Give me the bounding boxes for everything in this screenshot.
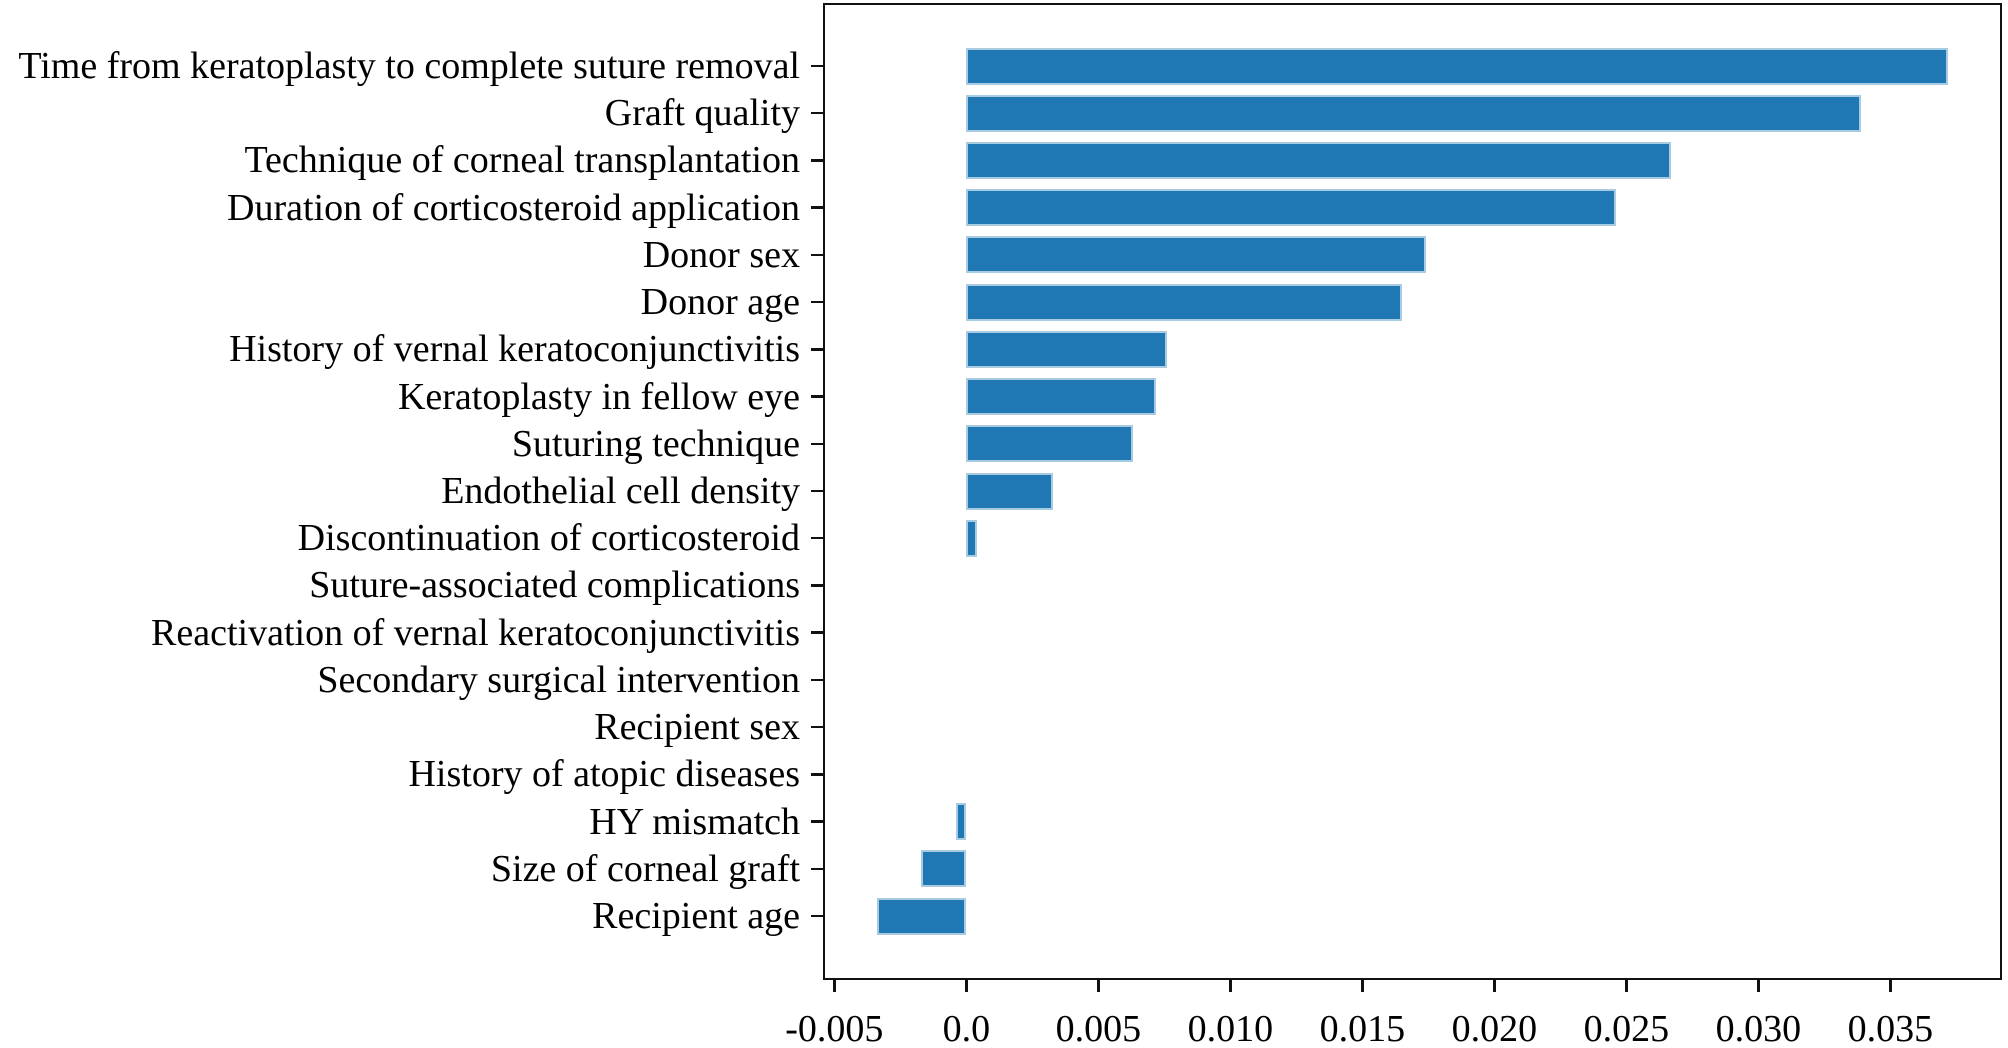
bar: [966, 378, 1157, 416]
y-axis-label: Discontinuation of corticosteroid: [297, 517, 800, 560]
bar: [966, 189, 1616, 227]
x-tick-mark: [1493, 980, 1496, 992]
y-axis-label: Keratoplasty in fellow eye: [397, 375, 800, 418]
bar: [966, 425, 1133, 463]
y-axis-label: Technique of corneal transplantation: [244, 139, 800, 182]
y-axis-label: Endothelial cell density: [441, 470, 800, 512]
y-axis-label: Donor age: [640, 281, 800, 324]
bar: [966, 141, 1672, 179]
y-axis-label: Size of corneal graft: [490, 847, 800, 890]
bar: [966, 330, 1167, 368]
y-axis-label: HY mismatch: [589, 800, 800, 843]
x-tick-mark: [1361, 980, 1364, 992]
x-tick-mark: [1625, 980, 1628, 992]
bar: [921, 850, 967, 888]
y-tick-mark: [811, 914, 823, 918]
y-tick-mark: [811, 773, 823, 776]
x-axis-tick-label: 0.035: [1847, 1008, 1934, 1048]
y-axis-label: Time from keratoplasty to complete sutur…: [18, 45, 800, 87]
y-axis-label: Recipient sex: [594, 706, 800, 749]
x-axis-tick-label: 0.010: [1187, 1008, 1274, 1048]
x-axis-tick-label: 0.0: [942, 1008, 991, 1048]
y-tick-mark: [811, 725, 823, 729]
x-tick-mark: [965, 980, 968, 992]
y-tick-mark: [811, 64, 823, 68]
y-axis-label: Secondary surgical intervention: [317, 658, 800, 701]
bar: [966, 472, 1054, 510]
y-tick-mark: [811, 631, 823, 634]
y-tick-mark: [811, 584, 823, 587]
y-tick-mark: [811, 300, 823, 304]
bar: [966, 47, 1949, 85]
bar: [966, 283, 1402, 321]
x-tick-mark: [1229, 980, 1232, 992]
y-axis-label: Graft quality: [604, 92, 800, 135]
bar: [955, 803, 967, 841]
y-tick-mark: [811, 253, 823, 257]
y-tick-mark: [811, 678, 823, 682]
y-tick-mark: [811, 536, 823, 540]
y-tick-mark: [811, 395, 823, 398]
x-tick-mark: [1757, 980, 1760, 992]
y-axis-label: Suturing technique: [511, 422, 800, 465]
x-axis-tick-label: 0.030: [1715, 1008, 1802, 1048]
bar: [966, 236, 1426, 274]
x-axis-tick-label: 0.005: [1055, 1008, 1142, 1048]
y-tick-mark: [811, 348, 823, 351]
y-tick-mark: [811, 159, 823, 162]
x-tick-mark: [1097, 980, 1100, 992]
y-tick-mark: [811, 442, 823, 446]
y-tick-mark: [811, 111, 823, 115]
bar: [966, 519, 977, 557]
y-axis-label: Recipient age: [592, 895, 800, 937]
y-axis-label: History of atopic diseases: [408, 753, 800, 796]
bar: [876, 897, 967, 935]
y-axis-label: Donor sex: [642, 233, 800, 276]
y-axis-label: Duration of corticosteroid application: [227, 186, 800, 229]
x-axis-tick-label: 0.020: [1451, 1008, 1538, 1048]
y-tick-mark: [811, 206, 823, 209]
y-axis-label: Suture-associated complications: [309, 564, 800, 607]
y-tick-mark: [811, 489, 823, 493]
bar: [966, 94, 1862, 132]
y-axis-label: Reactivation of vernal keratoconjunctivi…: [151, 611, 800, 654]
x-axis-tick-label: -0.005: [785, 1008, 884, 1048]
x-tick-mark: [833, 980, 836, 992]
x-axis-tick-label: 0.015: [1319, 1008, 1406, 1048]
x-axis-tick-label: 0.025: [1583, 1008, 1670, 1048]
y-axis-label: History of vernal keratoconjunctivitis: [229, 328, 800, 371]
x-tick-mark: [1889, 980, 1892, 992]
y-tick-mark: [811, 867, 823, 871]
y-tick-mark: [811, 820, 823, 823]
